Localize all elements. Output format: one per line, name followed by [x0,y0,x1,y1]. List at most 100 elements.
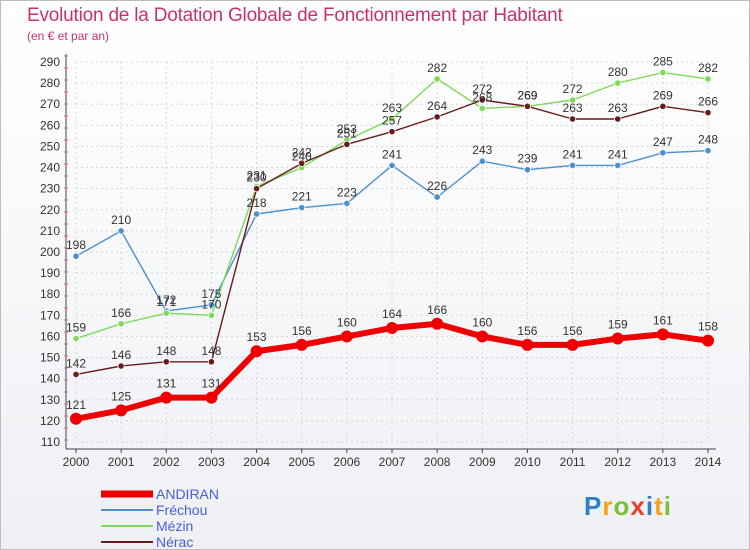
proxiti-logo: Proxiti [584,491,672,522]
y-tick-label: 240 [40,161,60,175]
x-tick-label: 2014 [695,455,722,469]
data-label: 253 [337,122,357,136]
data-label: 226 [427,179,447,193]
x-tick-label: 2010 [514,455,541,469]
data-point [388,115,396,123]
data-point [433,193,441,201]
data-label: 242 [292,145,312,159]
x-tick-label: 2011 [560,455,586,469]
data-point [478,96,486,104]
data-point [478,104,486,113]
data-label: 171 [156,295,176,309]
series-nérac [72,96,712,379]
data-label: 269 [517,88,537,102]
data-labels: 121 125 131 131 153 156 160 164 166 160 156 156 159 1… [66,55,718,412]
data-point [115,404,128,417]
data-point [298,204,306,212]
x-tick-label: 2006 [334,455,361,469]
x-tick-label: 2004 [243,455,270,469]
data-label: 198 [66,238,86,252]
data-point [433,113,441,121]
y-tick-label: 290 [40,55,60,69]
data-point [207,358,216,366]
data-point [72,370,80,379]
data-point [160,391,173,404]
data-label: 257 [382,114,402,128]
data-label: 166 [111,306,131,320]
data-label: 282 [427,61,447,75]
y-tick-label: 110 [41,435,60,449]
data-label: 268 [472,90,492,104]
data-point [343,199,351,208]
data-point [521,338,534,351]
data-label: 175 [201,287,221,301]
logo-letter: P [584,491,603,521]
legend-label: Fréchou [156,502,207,518]
data-point [70,412,82,425]
data-point [614,115,622,123]
series-fréchou [72,147,712,315]
data-label: 282 [698,61,718,75]
y-tick-label: 210 [40,224,60,238]
data-label: 156 [517,324,537,338]
x-tick-label: 2005 [288,455,315,469]
data-point [704,109,712,117]
data-label: 223 [337,185,357,199]
data-label: 241 [563,147,583,161]
data-label: 263 [382,101,402,115]
chart-title: Evolution de la Dotation Globale de Fonc… [27,5,563,26]
data-point [250,345,263,358]
y-tick-label: 150 [40,351,60,365]
y-tick-label: 120 [40,414,60,428]
legend-label: Mézin [156,518,193,534]
series-mézin [72,68,712,343]
y-tick-label: 170 [40,308,60,322]
data-label: 218 [247,196,267,210]
x-tick-label: 2008 [424,455,451,469]
data-label: 285 [653,55,673,69]
y-tick-label: 280 [40,76,60,90]
data-point [611,332,624,345]
data-label: 243 [472,143,492,157]
data-label: 121 [66,398,86,412]
x-tick-label: 2012 [604,455,631,469]
data-point [478,157,486,165]
data-label: 248 [698,133,718,147]
y-tick-label: 130 [40,393,60,407]
data-point [568,161,577,170]
data-label: 158 [698,320,718,334]
y-tick-label: 200 [40,245,60,259]
data-point [523,166,532,174]
data-label: 159 [66,321,86,335]
y-tick-label: 190 [40,266,60,280]
data-label: 160 [472,315,492,329]
logo-letter: o [613,491,631,521]
data-label: 156 [563,324,583,338]
data-label: 131 [156,377,176,391]
data-label: 272 [563,82,583,96]
y-tick-label: 140 [40,372,60,386]
data-point [117,362,125,370]
y-tick-label: 260 [40,118,60,132]
data-point [702,334,714,347]
data-point [72,334,80,343]
data-point [386,322,398,334]
x-tick-label: 2007 [379,455,406,469]
y-tick-label: 230 [40,182,60,196]
data-point [162,309,170,317]
data-label: 146 [111,348,131,362]
y-tick-label: 160 [40,329,60,343]
logo-letter: i [645,491,655,521]
data-label: 251 [337,126,357,140]
data-point [117,320,125,328]
data-label: 266 [698,95,718,109]
x-tick-label: 2000 [63,455,90,469]
y-tick-label: 180 [40,287,60,301]
data-point [568,115,577,123]
data-label: 221 [292,190,312,204]
chart-subtitle: (en € et par an) [27,29,110,43]
data-point [433,75,441,83]
